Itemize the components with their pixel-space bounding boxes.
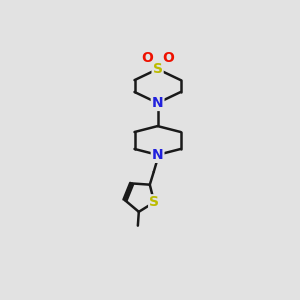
Text: S: S — [153, 62, 163, 76]
Text: S: S — [149, 195, 159, 209]
Text: O: O — [141, 51, 153, 65]
Text: O: O — [162, 51, 174, 65]
Text: N: N — [152, 148, 164, 162]
Text: N: N — [152, 96, 164, 110]
